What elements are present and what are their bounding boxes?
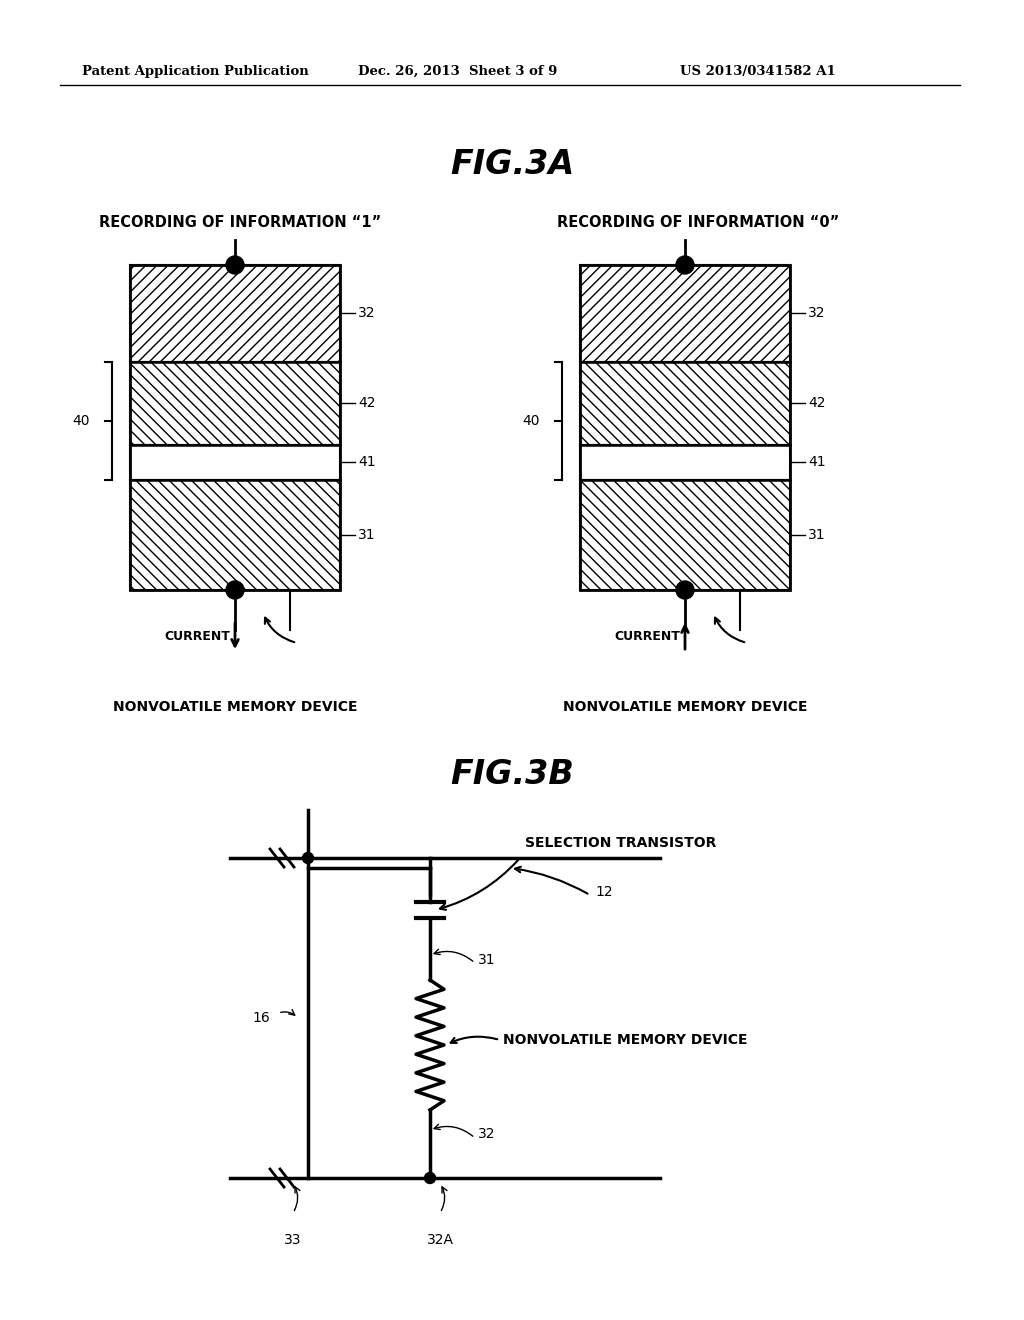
Bar [580,265,790,362]
Text: FIG.3B: FIG.3B [451,758,573,791]
Text: Patent Application Publication: Patent Application Publication [82,65,309,78]
Text: 33: 33 [285,1233,302,1247]
Bar [130,362,340,445]
Circle shape [226,581,244,599]
Text: 12: 12 [595,884,612,899]
Text: NONVOLATILE MEMORY DEVICE: NONVOLATILE MEMORY DEVICE [503,1034,748,1047]
Text: 32: 32 [808,306,825,319]
Bar [580,362,790,445]
Text: NONVOLATILE MEMORY DEVICE: NONVOLATILE MEMORY DEVICE [113,700,357,714]
Text: 31: 31 [808,528,825,543]
Text: 32: 32 [358,306,376,319]
Text: SELECTION TRANSISTOR: SELECTION TRANSISTOR [525,836,717,850]
Bar [580,265,790,590]
Text: US 2013/0341582 A1: US 2013/0341582 A1 [680,65,836,78]
Bar [130,480,340,590]
Bar [130,265,340,590]
Text: NONVOLATILE MEMORY DEVICE: NONVOLATILE MEMORY DEVICE [563,700,807,714]
Circle shape [302,853,313,863]
Bar [580,480,790,590]
Text: 40: 40 [73,414,90,428]
Circle shape [425,1172,435,1184]
Bar [130,265,340,362]
Text: 32A: 32A [427,1233,454,1247]
Text: RECORDING OF INFORMATION “1”: RECORDING OF INFORMATION “1” [99,215,381,230]
Text: 42: 42 [808,396,825,411]
Circle shape [226,256,244,275]
Text: 41: 41 [808,455,825,469]
Text: 41: 41 [358,455,376,469]
Text: RECORDING OF INFORMATION “0”: RECORDING OF INFORMATION “0” [557,215,839,230]
Text: 32: 32 [478,1127,496,1140]
Bar [580,445,790,480]
Text: 42: 42 [358,396,376,411]
Text: 16: 16 [252,1011,270,1026]
Text: CURRENT: CURRENT [614,630,680,643]
Text: 31: 31 [358,528,376,543]
Text: FIG.3A: FIG.3A [450,148,574,181]
Text: Dec. 26, 2013  Sheet 3 of 9: Dec. 26, 2013 Sheet 3 of 9 [358,65,557,78]
Text: CURRENT: CURRENT [164,630,230,643]
Text: 40: 40 [522,414,540,428]
Bar [130,445,340,480]
Circle shape [676,256,694,275]
Circle shape [676,581,694,599]
Text: 31: 31 [478,953,496,968]
